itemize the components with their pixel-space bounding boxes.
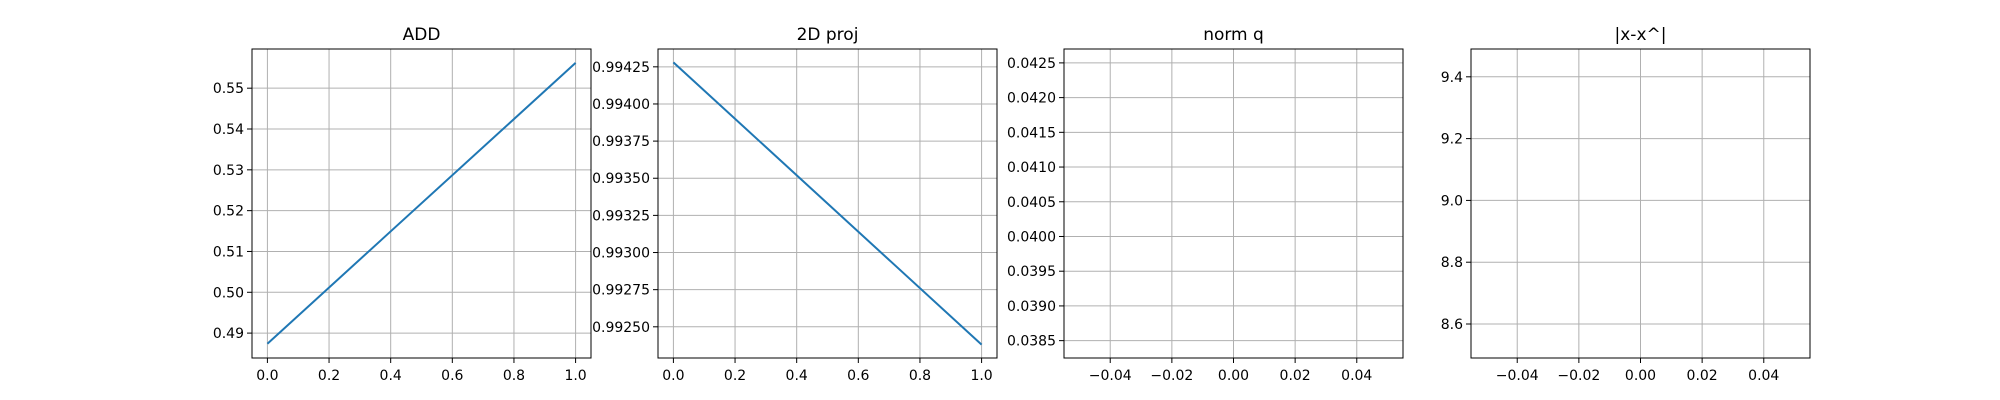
x-tick-label: 1.0 <box>564 368 586 384</box>
y-tick-label: 0.0420 <box>1007 91 1056 107</box>
y-tick-label: 0.0425 <box>1007 56 1056 72</box>
x-tick-label: 0.02 <box>1687 368 1718 384</box>
x-tick-label: 0.0 <box>256 368 278 384</box>
y-tick-label: 9.2 <box>1441 132 1463 148</box>
axes-frame <box>657 48 998 359</box>
x-tick-label: 0.8 <box>503 368 525 384</box>
x-tick-label: −0.02 <box>1557 368 1600 384</box>
chart-title: 2D proj <box>797 25 859 45</box>
x-tick-label: 0.00 <box>1625 368 1656 384</box>
x-tick-label: 0.6 <box>847 368 869 384</box>
subplot-2: 0.0 0.2 0.4 0.6 0.8 1.0 0.99250 0.99275 0.99300 0… <box>592 25 998 384</box>
x-tick-label: −0.02 <box>1150 368 1193 384</box>
x-tick-label: 0.2 <box>318 368 340 384</box>
y-tick-label: 0.0410 <box>1007 160 1056 176</box>
x-tick-label: 0.04 <box>1748 368 1779 384</box>
y-tick-label: 0.99250 <box>592 320 650 336</box>
x-tick-label: 0.2 <box>724 368 746 384</box>
y-tick-label: 0.99350 <box>592 171 650 187</box>
chart-title: ADD <box>403 25 441 45</box>
x-tick-label: 0.6 <box>441 368 463 384</box>
y-tick-label: 0.0405 <box>1007 195 1056 211</box>
y-tick-label: 0.52 <box>213 204 244 220</box>
y-tick-label: 9.4 <box>1441 70 1463 86</box>
y-tick-label: 0.0390 <box>1007 299 1056 315</box>
series-line-1 <box>266 62 577 345</box>
x-tick-label: 1.0 <box>970 368 992 384</box>
x-tick-label: −0.04 <box>1496 368 1539 384</box>
y-tick-label: 0.50 <box>213 285 244 301</box>
y-tick-label: 0.51 <box>213 244 244 260</box>
series-line-1 <box>672 61 983 346</box>
x-tick-label: 0.8 <box>909 368 931 384</box>
y-tick-label: 0.99375 <box>592 134 650 150</box>
x-tick-label: 0.04 <box>1341 368 1372 384</box>
subplot-1: 0.0 0.2 0.4 0.6 0.8 1.0 0.49 0.50 0.51 0.52 0.53 0.… <box>213 25 592 384</box>
subplot-3: −0.04 −0.02 0.00 0.02 0.04 0.0385 0.0390 0.0395… <box>1007 25 1404 384</box>
x-tick-label: 0.00 <box>1218 368 1249 384</box>
y-tick-label: 0.49 <box>213 326 244 342</box>
y-tick-label: 0.99300 <box>592 246 650 262</box>
y-tick-label: 0.99425 <box>592 60 650 76</box>
y-tick-label: 0.54 <box>213 122 244 138</box>
x-tick-label: 0.4 <box>380 368 402 384</box>
y-tick-label: 0.99275 <box>592 283 650 299</box>
y-tick-label: 0.0400 <box>1007 229 1056 245</box>
y-tick-label: 0.0385 <box>1007 334 1056 350</box>
y-tick-label: 0.55 <box>213 81 244 97</box>
y-tick-label: 0.0415 <box>1007 125 1056 141</box>
axes-frame <box>251 48 592 359</box>
chart-title: |x-x^| <box>1615 25 1667 45</box>
y-tick-label: 0.53 <box>213 163 244 179</box>
chart-title: norm q <box>1203 25 1264 45</box>
x-tick-label: 0.02 <box>1280 368 1311 384</box>
y-tick-label: 0.99400 <box>592 97 650 113</box>
x-tick-label: 0.4 <box>786 368 808 384</box>
y-tick-label: 9.0 <box>1441 193 1463 209</box>
x-tick-label: 0.0 <box>662 368 684 384</box>
y-tick-label: 8.8 <box>1441 255 1463 271</box>
y-tick-label: 0.99325 <box>592 208 650 224</box>
y-tick-label: 0.0395 <box>1007 264 1056 280</box>
y-tick-label: 8.6 <box>1441 317 1463 333</box>
x-tick-label: −0.04 <box>1089 368 1132 384</box>
subplot-4: −0.04 −0.02 0.00 0.02 0.04 8.6 8.8 9.0 9.2 9.4 |x-… <box>1441 25 1811 384</box>
